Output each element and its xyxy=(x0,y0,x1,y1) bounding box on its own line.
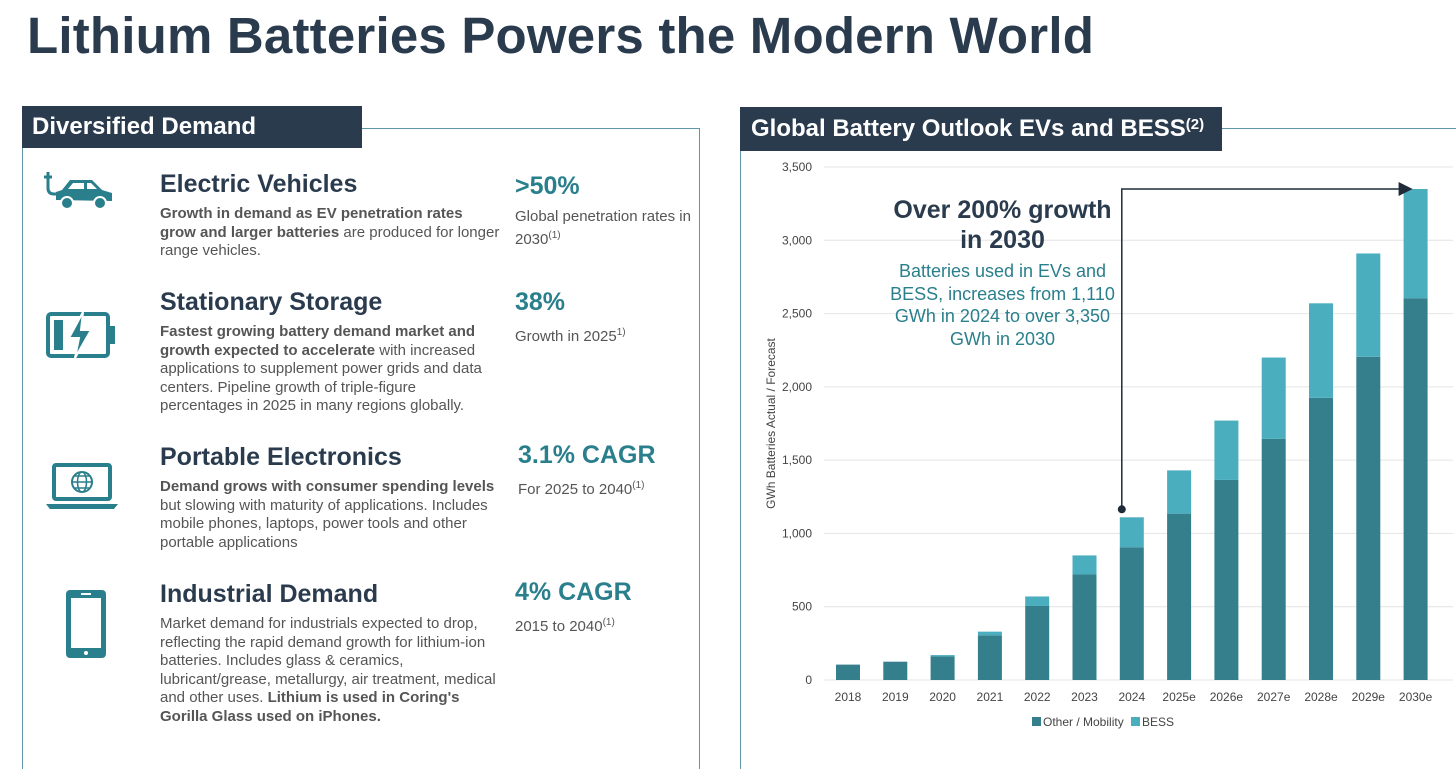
x-tick-label: 2028e xyxy=(1304,690,1338,704)
bar-bess xyxy=(1119,517,1144,548)
legend-swatch-other-mobility xyxy=(1032,717,1041,726)
category-title: Industrial Demand xyxy=(160,580,379,608)
callout-text: Batteries used in EVs and BESS, increase… xyxy=(890,261,1115,349)
x-tick-label: 2022 xyxy=(1024,690,1051,704)
diversified-demand-header: Diversified Demand xyxy=(22,106,362,148)
bar-other-mobility xyxy=(1356,356,1381,680)
bar-other-mobility xyxy=(1119,547,1144,680)
category-title: Portable Electronics xyxy=(160,443,402,471)
y-tick-label: 3,500 xyxy=(782,160,812,174)
battery-bolt-icon xyxy=(46,311,115,359)
bar-other-mobility xyxy=(1261,438,1286,680)
x-tick-label: 2029e xyxy=(1352,690,1386,704)
stat-label: 2015 to 2040(1) xyxy=(515,617,615,635)
category-description: Growth in demand as EV penetration rates… xyxy=(160,205,500,259)
category-title: Stationary Storage xyxy=(160,288,383,316)
bar-bess xyxy=(1309,303,1333,398)
bar-bess xyxy=(977,631,1002,636)
stat-label: Growth in 20251) xyxy=(515,327,626,345)
y-axis-label: GWh Batteries Actual / Forecast xyxy=(764,337,778,508)
bar-other-mobility xyxy=(1072,574,1097,680)
bar-other-mobility xyxy=(1309,397,1333,680)
x-tick-label: 2023 xyxy=(1071,690,1098,704)
stat-value: 4% CAGR xyxy=(515,578,632,606)
y-tick-label: 500 xyxy=(792,600,812,614)
stat-label: Global penetration rates in 2030(1) xyxy=(515,208,691,248)
stat-label: For 2025 to 2040(1) xyxy=(518,480,645,498)
growth-arrow-line xyxy=(1121,188,1400,510)
bar-bess xyxy=(930,655,955,657)
x-tick-label: 2021 xyxy=(977,690,1004,704)
page-title: Lithium Batteries Powers the Modern Worl… xyxy=(27,7,1095,64)
bar-other-mobility xyxy=(1214,479,1239,680)
x-tick-label: 2020 xyxy=(929,690,956,704)
stat-industrial-demand: 4% CAGR 2015 to 2040(1) xyxy=(515,578,695,637)
legend-swatch-bess xyxy=(1131,717,1140,726)
category-description: Demand grows with consumer spending leve… xyxy=(160,478,495,551)
bar-other-mobility xyxy=(1167,513,1192,680)
x-tick-label: 2027e xyxy=(1257,690,1291,704)
battery-outlook-header: Global Battery Outlook EVs and BESS(2) xyxy=(740,107,1222,151)
x-tick-label: 2026e xyxy=(1210,690,1244,704)
x-tick-label: 2030e xyxy=(1399,690,1433,704)
ev-plug-car-icon xyxy=(44,172,112,210)
stat-stationary-storage: 38% Growth in 20251) xyxy=(515,288,695,347)
bar-bess xyxy=(1403,188,1428,299)
category-portable-electronics: Portable Electronics Demand grows with c… xyxy=(160,443,500,552)
bar-bess xyxy=(1356,253,1381,357)
category-description: Fastest growing battery demand market an… xyxy=(160,323,482,414)
stat-value: 3.1% CAGR xyxy=(518,441,656,469)
category-title: Electric Vehicles xyxy=(160,170,358,198)
category-electric-vehicles: Electric Vehicles Growth in demand as EV… xyxy=(160,170,500,261)
x-tick-label: 2024 xyxy=(1118,690,1145,704)
x-tick-label: 2019 xyxy=(882,690,909,704)
bar-other-mobility xyxy=(977,635,1002,680)
category-description: Market demand for industrials expected t… xyxy=(160,615,496,725)
smartphone-icon xyxy=(66,590,106,658)
category-industrial-demand: Industrial Demand Market demand for indu… xyxy=(160,580,500,726)
stat-value: >50% xyxy=(515,172,580,200)
y-tick-label: 3,000 xyxy=(782,233,812,247)
y-tick-label: 2,500 xyxy=(782,307,812,321)
bar-bess xyxy=(1214,420,1239,480)
bar-other-mobility xyxy=(1403,298,1428,680)
x-tick-label: 2025e xyxy=(1162,690,1196,704)
battery-outlook-chart: 0 500 1,000 1,500 2,000 2,500 3,000 3,500 GWh Ba… xyxy=(764,160,1453,729)
bar-other-mobility xyxy=(930,656,955,680)
legend-label-other-mobility: Other / Mobility xyxy=(1043,715,1124,729)
bar-bess xyxy=(1167,470,1192,514)
bar-bess xyxy=(1261,357,1286,439)
y-tick-label: 1,000 xyxy=(782,526,812,540)
stat-portable-electronics: 3.1% CAGR For 2025 to 2040(1) xyxy=(518,441,698,500)
bar-bess xyxy=(1025,596,1050,606)
bar-other-mobility xyxy=(1025,605,1050,680)
y-tick-label: 0 xyxy=(805,673,812,687)
stat-electric-vehicles: >50% Global penetration rates in 2030(1) xyxy=(515,172,695,249)
bar-other-mobility xyxy=(836,664,860,680)
growth-arrow-head xyxy=(1398,181,1413,196)
legend-label-bess: BESS xyxy=(1142,715,1174,729)
category-stationary-storage: Stationary Storage Fastest growing batte… xyxy=(160,288,500,416)
callout-title: Over 200% growth in 2030 xyxy=(893,196,1112,254)
y-tick-label: 2,000 xyxy=(782,380,812,394)
x-tick-label: 2018 xyxy=(835,690,862,704)
laptop-globe-icon xyxy=(46,463,118,509)
bar-other-mobility xyxy=(883,661,908,680)
y-tick-label: 1,500 xyxy=(782,453,812,467)
stat-value: 38% xyxy=(515,288,566,316)
bar-bess xyxy=(1072,555,1097,575)
